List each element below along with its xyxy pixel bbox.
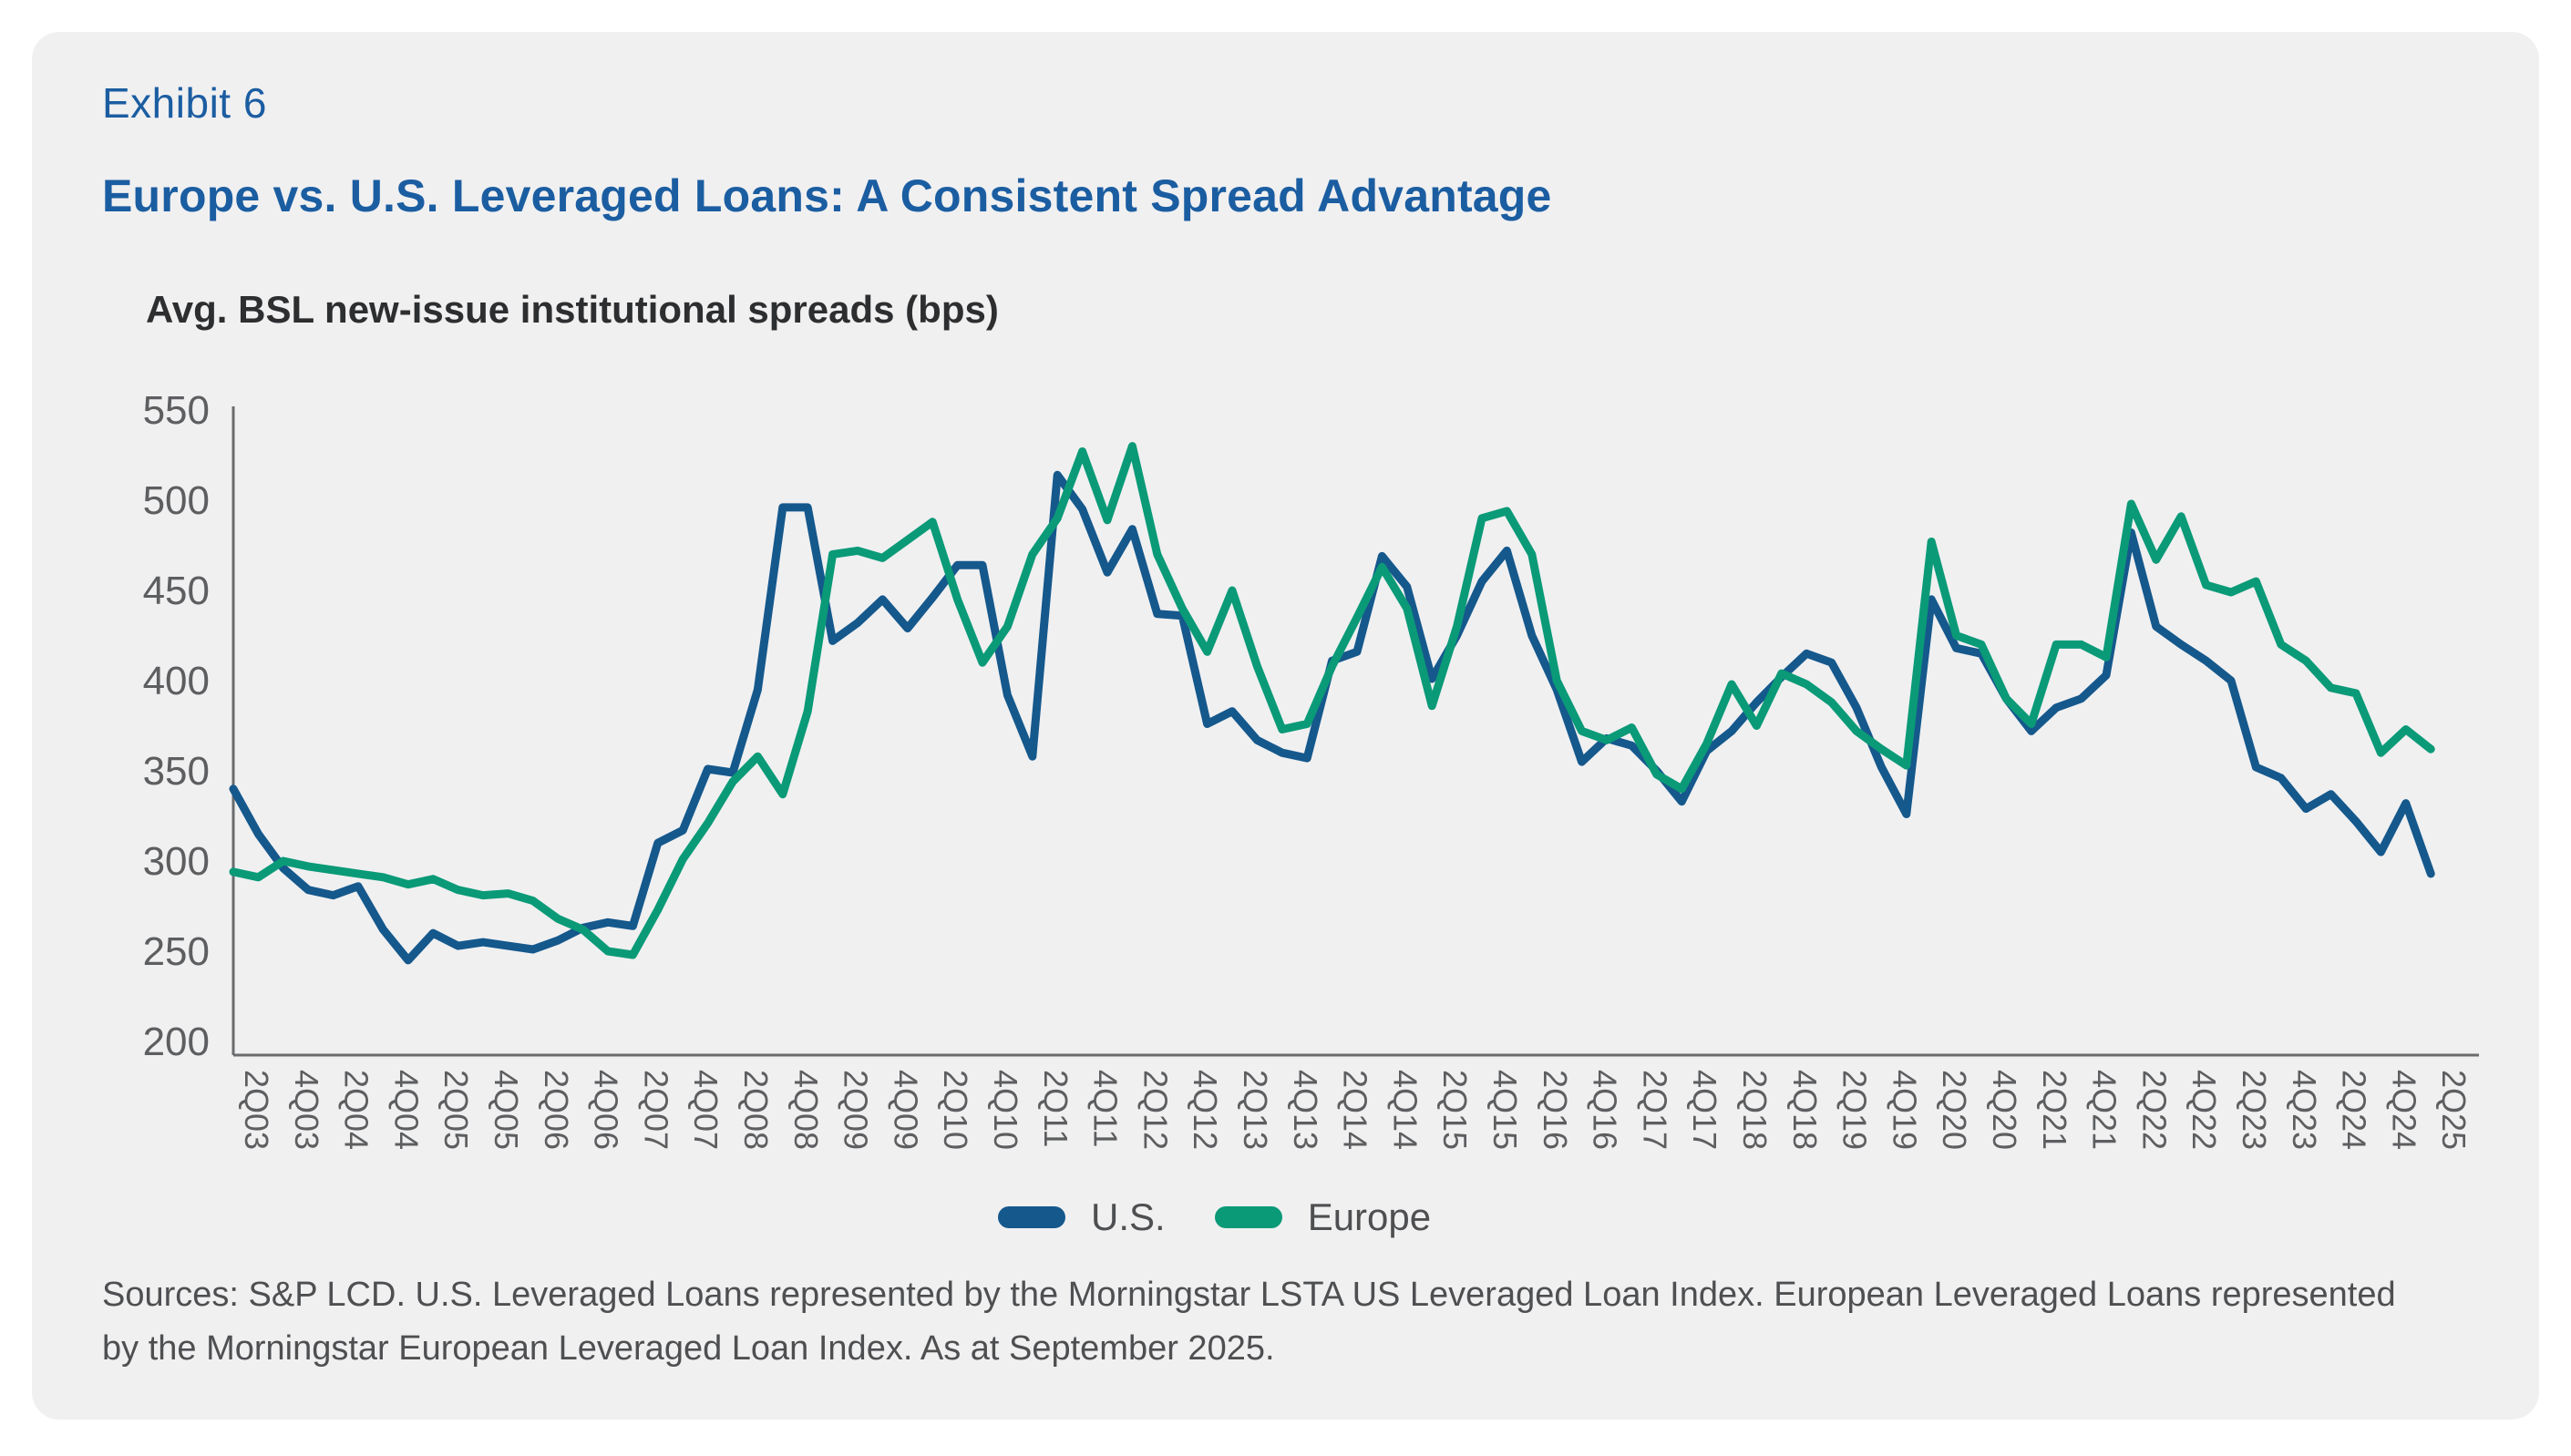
- x-tick-label: 2Q25: [2435, 1070, 2473, 1150]
- us-line: [229, 470, 2435, 965]
- x-tick-label: 2Q11: [1037, 1070, 1075, 1147]
- x-tick-label: 2Q10: [937, 1070, 974, 1150]
- x-tick-label: 4Q23: [2286, 1070, 2323, 1150]
- chart-subtitle: Avg. BSL new-issue institutional spreads…: [146, 288, 999, 331]
- europe-line-swatch-icon: [1214, 1206, 1282, 1228]
- sources-line-2: by the Morningstar European Leveraged Lo…: [102, 1328, 1275, 1368]
- y-tick-label: 250: [143, 929, 210, 974]
- y-tick-label: 400: [143, 659, 210, 703]
- exhibit-number: Exhibit 6: [102, 79, 267, 127]
- europe-line: [229, 442, 2435, 959]
- x-tick-label: 2Q21: [2036, 1070, 2073, 1150]
- x-tick-label: 4Q14: [1386, 1070, 1424, 1150]
- x-tick-label: 4Q04: [387, 1070, 425, 1150]
- y-tick-label: 550: [143, 388, 210, 433]
- x-tick-label: 4Q24: [2385, 1070, 2422, 1150]
- y-tick-label: 200: [143, 1020, 210, 1064]
- x-tick-label: 2Q19: [1836, 1070, 1874, 1150]
- x-tick-label: 2Q20: [1936, 1070, 1973, 1150]
- sources-note: Sources: S&P LCD. U.S. Leveraged Loans r…: [102, 1268, 2472, 1376]
- y-tick-label: 300: [143, 839, 210, 884]
- legend-item-us: U.S.: [998, 1195, 1166, 1239]
- x-tick-label: 4Q11: [1087, 1070, 1125, 1147]
- x-tick-label: 4Q09: [887, 1070, 924, 1150]
- x-tick-label: 2Q14: [1337, 1070, 1374, 1150]
- x-tick-label: 4Q07: [687, 1070, 725, 1150]
- x-tick-label: 4Q16: [1587, 1070, 1624, 1150]
- x-tick-label: 4Q22: [2185, 1070, 2223, 1150]
- x-tick-label: 2Q06: [538, 1070, 575, 1150]
- x-tick-label: 2Q22: [2135, 1070, 2173, 1150]
- sources-line-1: Sources: S&P LCD. U.S. Leveraged Loans r…: [102, 1276, 2396, 1314]
- x-tick-label: 2Q23: [2236, 1070, 2273, 1150]
- x-tick-label: 4Q13: [1287, 1070, 1324, 1150]
- x-tick-label: 2Q15: [1436, 1070, 1474, 1150]
- x-tick-label: 4Q21: [2086, 1070, 2124, 1150]
- x-tick-label: 2Q03: [238, 1070, 275, 1150]
- x-tick-label: 4Q15: [1486, 1070, 1524, 1150]
- x-tick-label: 4Q20: [1986, 1070, 2023, 1150]
- x-tick-label: 2Q07: [637, 1070, 674, 1150]
- x-tick-label: 2Q17: [1636, 1070, 1673, 1150]
- x-tick-label: 2Q13: [1237, 1070, 1274, 1150]
- legend-label-us: U.S.: [1091, 1195, 1166, 1238]
- x-tick-label: 4Q05: [488, 1070, 525, 1150]
- x-tick-label: 4Q10: [987, 1070, 1024, 1150]
- x-tick-label: 2Q04: [338, 1070, 375, 1150]
- x-tick-label: 2Q08: [737, 1070, 775, 1150]
- chart-legend: U.S. Europe: [998, 1195, 1431, 1239]
- x-tick-label: 2Q05: [437, 1070, 475, 1150]
- x-tick-label: 4Q17: [1686, 1070, 1723, 1150]
- x-tick-label: 4Q12: [1187, 1070, 1224, 1150]
- x-tick-label: 2Q24: [2336, 1070, 2373, 1150]
- x-tick-label: 4Q08: [787, 1070, 825, 1150]
- page-title: Europe vs. U.S. Leveraged Loans: A Consi…: [102, 170, 1552, 221]
- x-tick-label: 2Q09: [838, 1070, 875, 1150]
- x-tick-label: 2Q18: [1736, 1070, 1774, 1150]
- y-tick-label: 450: [143, 569, 210, 613]
- x-tick-label: 2Q16: [1537, 1070, 1574, 1150]
- us-line-swatch-icon: [998, 1206, 1065, 1228]
- x-tick-label: 4Q18: [1786, 1070, 1824, 1150]
- legend-item-europe: Europe: [1214, 1195, 1432, 1239]
- x-tick-label: 2Q12: [1136, 1070, 1174, 1150]
- legend-label-europe: Europe: [1307, 1195, 1432, 1238]
- x-tick-label: 4Q06: [588, 1070, 625, 1150]
- x-tick-label: 4Q19: [1886, 1070, 1923, 1150]
- x-tick-label: 4Q03: [288, 1070, 325, 1150]
- y-tick-label: 500: [143, 478, 210, 523]
- y-tick-label: 350: [143, 749, 210, 794]
